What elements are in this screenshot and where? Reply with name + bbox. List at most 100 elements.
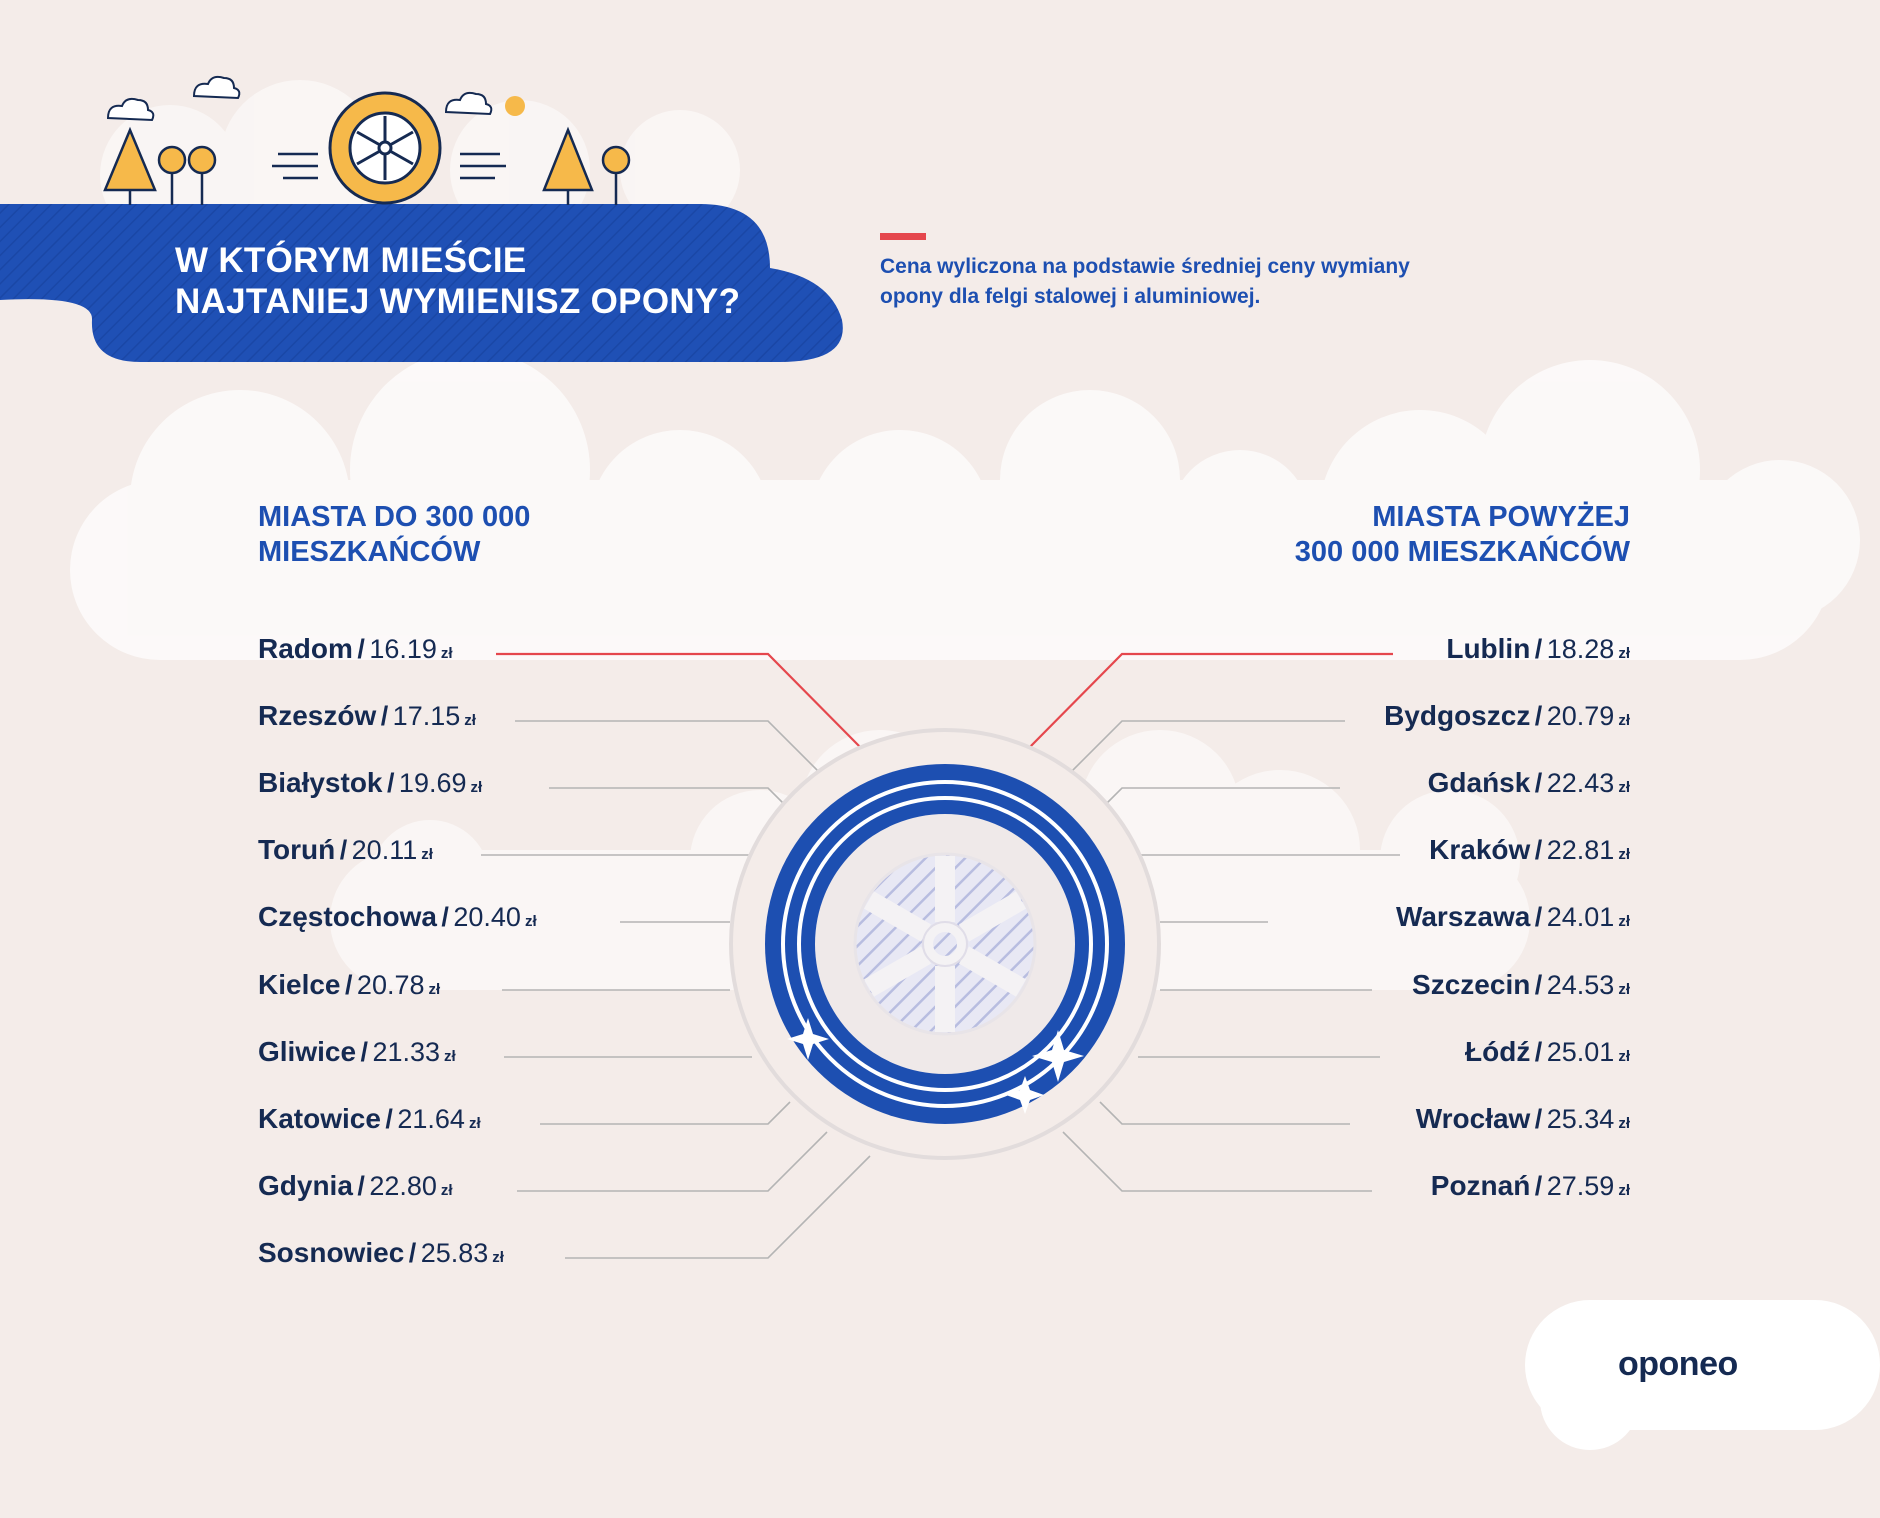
city-price: 25.01 xyxy=(1546,1037,1615,1067)
logo-cloud xyxy=(1525,1300,1880,1450)
city-price: 25.83 xyxy=(420,1238,489,1268)
price-unit: zł xyxy=(1618,913,1630,930)
price-note-line-1: Cena wyliczona na podstawie średniej cen… xyxy=(880,255,1410,278)
city-item-warszawa: Warszawa / 24.01 zł xyxy=(1396,899,1630,935)
price-unit: zł xyxy=(1618,846,1630,863)
title-banner-shape xyxy=(0,204,843,362)
connector-left-rzeszow xyxy=(515,720,821,774)
city-name: Katowice xyxy=(258,1103,381,1134)
city-item-bialystok: Białystok / 19.69 zł xyxy=(258,765,482,801)
city-name: Częstochowa xyxy=(258,901,437,932)
price-unit: zł xyxy=(1618,779,1630,796)
city-price: 22.43 xyxy=(1546,768,1615,798)
tree-icon xyxy=(157,145,631,205)
city-price: 22.80 xyxy=(369,1171,437,1201)
connector-right-bydgoszcz xyxy=(1069,720,1345,774)
price-unit: zł xyxy=(421,846,433,863)
connector-right-wroclaw xyxy=(1099,1101,1350,1125)
city-price: 27.59 xyxy=(1546,1171,1615,1201)
tree-icon xyxy=(103,126,157,205)
city-item-szczecin: Szczecin / 24.53 zł xyxy=(1412,967,1630,1003)
city-price: 24.53 xyxy=(1546,970,1615,1000)
city-item-radom: Radom / 16.19 zł xyxy=(258,631,453,667)
city-item-wroclaw: Wrocław / 25.34 zł xyxy=(1416,1101,1630,1137)
connector-right-lublin xyxy=(1024,652,1393,753)
city-price: 20.11 xyxy=(351,835,418,865)
city-name: Toruń xyxy=(258,834,336,865)
price-note-line-2: opony dla felgi stalowej i aluminiowej. xyxy=(880,285,1261,308)
city-name: Kraków xyxy=(1429,834,1531,865)
sparkle-icon xyxy=(787,1018,1084,1114)
city-name: Gliwice xyxy=(258,1036,357,1067)
price-unit: zł xyxy=(1618,1182,1630,1199)
price-unit: zł xyxy=(1618,1115,1630,1132)
city-price: 24.01 xyxy=(1546,902,1615,932)
connector-left-radom xyxy=(496,652,866,753)
city-item-lublin: Lublin / 18.28 zł xyxy=(1446,631,1630,667)
separator: / xyxy=(1534,1171,1543,1201)
city-name: Białystok xyxy=(258,767,383,798)
city-name: Warszawa xyxy=(1395,901,1531,932)
connector-lines xyxy=(481,652,1400,1259)
separator: / xyxy=(385,1104,393,1134)
price-unit: zł xyxy=(1618,981,1630,998)
left-column-heading: MIASTA DO 300 000 MIESZKAŃCÓW xyxy=(258,500,530,570)
separator: / xyxy=(1534,970,1543,1000)
city-name: Szczecin xyxy=(1412,969,1531,1000)
separator: / xyxy=(357,1171,365,1201)
city-name: Rzeszów xyxy=(258,700,377,731)
price-unit: zł xyxy=(524,913,537,930)
city-item-czestochowa: Częstochowa / 20.40 zł xyxy=(258,899,537,935)
city-name: Wrocław xyxy=(1415,1103,1531,1134)
city-item-kielce: Kielce / 20.78 zł xyxy=(258,967,440,1003)
city-item-bydgoszcz: Bydgoszcz / 20.79 zł xyxy=(1384,698,1630,734)
separator: / xyxy=(1534,835,1543,865)
city-item-sosnowiec: Sosnowiec / 25.83 zł xyxy=(258,1235,504,1271)
price-unit: zł xyxy=(1618,712,1630,729)
separator: / xyxy=(1534,902,1543,932)
separator: / xyxy=(344,970,353,1000)
city-name: Sosnowiec xyxy=(258,1237,405,1268)
separator: / xyxy=(1534,634,1543,664)
right-heading-line-2: 300 000 MIESZKAŃCÓW xyxy=(1294,536,1630,568)
red-accent-bar xyxy=(880,233,926,240)
city-price: 21.33 xyxy=(372,1037,441,1067)
tree-icon xyxy=(542,126,594,205)
sun-icon xyxy=(505,96,525,116)
separator: / xyxy=(360,1037,369,1067)
city-price: 20.78 xyxy=(356,970,425,1000)
left-heading-line-2: MIESZKAŃCÓW xyxy=(258,536,481,568)
price-unit: zł xyxy=(492,1249,504,1266)
price-unit: zł xyxy=(440,1182,453,1199)
separator: / xyxy=(1534,768,1543,798)
left-heading-line-1: MIASTA DO 300 000 xyxy=(258,501,531,533)
separator: / xyxy=(386,768,395,798)
connector-left-bialystok xyxy=(549,787,786,806)
separator: / xyxy=(380,701,389,731)
price-unit: zł xyxy=(444,1048,456,1065)
title-line-2: NAJTANIEJ WYMIENISZ OPONY? xyxy=(175,282,741,321)
city-item-lodz: Łódź / 25.01 zł xyxy=(1465,1034,1630,1070)
connector-left-gdynia xyxy=(517,1131,828,1192)
separator: / xyxy=(1534,701,1543,731)
city-price: 21.64 xyxy=(397,1104,465,1134)
tire-icon xyxy=(328,91,442,205)
central-tire-icon xyxy=(729,728,1161,1160)
city-item-krakow: Kraków / 22.81 zł xyxy=(1429,832,1630,868)
city-name: Gdynia xyxy=(258,1170,353,1201)
city-price: 18.28 xyxy=(1546,634,1615,664)
connector-left-katowice xyxy=(540,1101,791,1125)
city-name: Poznań xyxy=(1430,1170,1531,1201)
price-unit: zł xyxy=(1618,1048,1630,1065)
connector-right-gdansk xyxy=(1104,787,1340,806)
city-item-katowice: Katowice / 21.64 zł xyxy=(258,1101,481,1137)
city-price: 20.40 xyxy=(453,902,521,932)
city-name: Kielce xyxy=(258,969,341,1000)
header-banner xyxy=(0,75,926,362)
city-item-torun: Toruń / 20.11 zł xyxy=(258,832,433,868)
separator: / xyxy=(1534,1104,1543,1134)
oponeo-logo[interactable]: oponeo xyxy=(1618,1345,1738,1383)
city-name: Łódź xyxy=(1465,1036,1531,1067)
price-unit: zł xyxy=(1618,645,1630,662)
city-item-gdynia: Gdynia / 22.80 zł xyxy=(258,1168,453,1204)
